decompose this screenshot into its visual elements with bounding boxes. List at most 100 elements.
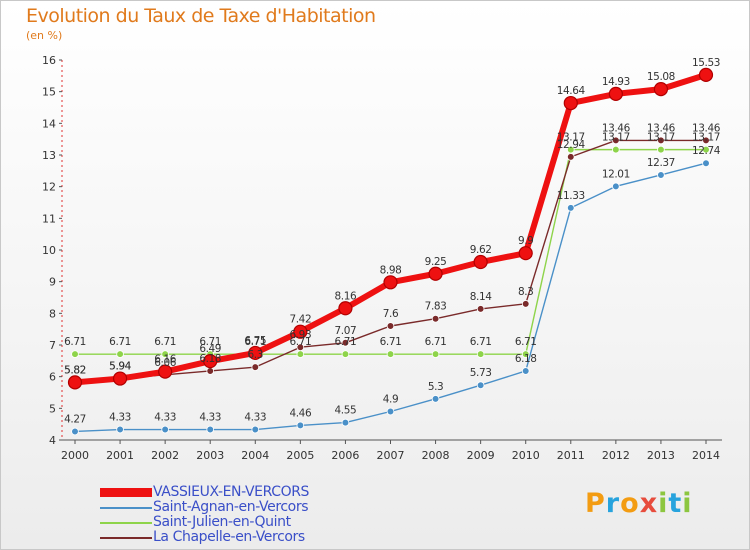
data-label: 6.93 — [289, 329, 311, 341]
data-label: 12.37 — [647, 157, 675, 169]
data-label: 4.27 — [64, 413, 86, 425]
data-label: 11.33 — [557, 190, 585, 202]
y-tick-label: 14 — [42, 117, 56, 130]
data-point — [431, 350, 440, 358]
legend-item: Saint-Julien-en-Quint — [100, 515, 309, 530]
data-label: 6.71 — [289, 336, 311, 348]
data-point — [296, 421, 305, 430]
data-point — [71, 427, 79, 436]
data-label: 13.17 — [692, 132, 720, 144]
y-tick-label: 13 — [42, 149, 56, 162]
data-label: 4.33 — [109, 412, 131, 424]
data-label: 6.71 — [470, 336, 492, 348]
data-label: 8.14 — [470, 291, 492, 303]
chart-title: Evolution du Taux de Taxe d'Habitation — [26, 5, 376, 27]
x-tick-label: 2007 — [377, 449, 405, 462]
data-label: 9.62 — [470, 244, 492, 256]
x-tick-label: 2006 — [331, 449, 359, 462]
x-tick-label: 2011 — [557, 449, 585, 462]
logo-letter: x — [639, 488, 659, 519]
data-label: 15.53 — [692, 57, 720, 69]
x-tick-label: 2013 — [647, 449, 675, 462]
data-point — [67, 375, 83, 390]
x-tick-label: 2004 — [241, 449, 269, 462]
data-label: 6.71 — [199, 336, 221, 348]
data-label: 9.25 — [425, 256, 447, 268]
data-label: 8.16 — [335, 290, 357, 302]
data-label: 7.83 — [425, 301, 447, 313]
data-point — [608, 86, 623, 101]
data-point — [248, 345, 263, 361]
data-point — [296, 343, 305, 352]
x-tick-label: 2005 — [286, 449, 314, 462]
data-label: 5.94 — [109, 361, 131, 373]
data-label: 6.71 — [109, 336, 131, 348]
y-tick-label: 11 — [42, 212, 56, 225]
data-point — [158, 364, 173, 379]
x-tick-label: 2009 — [467, 449, 495, 462]
y-tick-label: 15 — [42, 86, 56, 99]
data-label: 5.3 — [428, 381, 444, 393]
data-point — [206, 367, 215, 375]
data-label: 6.18 — [199, 353, 221, 365]
data-label: 6.16 — [154, 354, 176, 366]
data-point — [476, 350, 485, 358]
data-label: 13.46 — [692, 122, 721, 134]
data-label: 14.64 — [557, 85, 586, 97]
data-point — [161, 425, 169, 434]
y-tick-label: 8 — [49, 307, 56, 320]
data-point — [431, 314, 440, 323]
y-tick-label: 5 — [49, 402, 56, 415]
data-label: 13.46 — [647, 122, 676, 134]
data-label: 6.71 — [515, 336, 537, 348]
data-point — [116, 425, 124, 434]
x-tick-label: 2003 — [196, 449, 224, 462]
data-point — [203, 354, 218, 369]
x-tick-label: 2001 — [106, 449, 134, 462]
logo-letter: i — [682, 488, 693, 519]
data-label: 5.73 — [470, 367, 492, 379]
series-0 — [67, 67, 714, 390]
data-point — [566, 145, 575, 154]
data-point — [612, 182, 620, 191]
data-label: 5.94 — [109, 361, 131, 373]
data-label: 4.55 — [335, 405, 357, 417]
series-1 — [71, 159, 710, 436]
data-point — [698, 67, 714, 82]
data-point — [657, 145, 665, 154]
legend: VASSIEUX-EN-VERCORS Saint-Agnan-en-Vercor… — [100, 485, 309, 545]
data-point — [296, 350, 305, 358]
data-label: 6.71 — [335, 336, 357, 348]
data-point — [521, 350, 530, 358]
data-point — [563, 95, 578, 111]
data-label: 13.17 — [602, 132, 630, 144]
legend-swatch — [100, 536, 152, 539]
legend-label: Saint-Julien-en-Quint — [153, 514, 291, 530]
data-label: 7.07 — [335, 325, 357, 337]
data-label: 5.82 — [64, 364, 86, 376]
data-point — [476, 381, 485, 390]
series-line — [74, 162, 707, 433]
logo-letter: r — [605, 488, 621, 519]
data-point — [251, 425, 260, 434]
data-point — [116, 350, 124, 358]
data-label: 6.71 — [64, 336, 86, 348]
legend-label: Saint-Agnan-en-Vercors — [153, 499, 309, 515]
data-label: 4.9 — [383, 394, 399, 406]
data-point — [566, 204, 575, 212]
data-point — [653, 82, 669, 97]
data-point — [476, 305, 485, 313]
y-axis-unit-label: (en %) — [26, 29, 63, 42]
data-point — [566, 153, 575, 161]
x-tick-label: 2010 — [512, 449, 540, 462]
data-label: 4.33 — [244, 412, 266, 424]
data-label: 4.46 — [289, 407, 311, 419]
data-label: 6.49 — [199, 343, 221, 355]
x-tick-label: 2000 — [61, 449, 89, 462]
data-point — [383, 275, 398, 290]
data-label: 13.17 — [557, 132, 585, 144]
data-label: 14.93 — [602, 76, 630, 88]
y-tick-label: 9 — [49, 276, 56, 289]
data-point — [71, 350, 79, 358]
data-point — [206, 425, 215, 434]
